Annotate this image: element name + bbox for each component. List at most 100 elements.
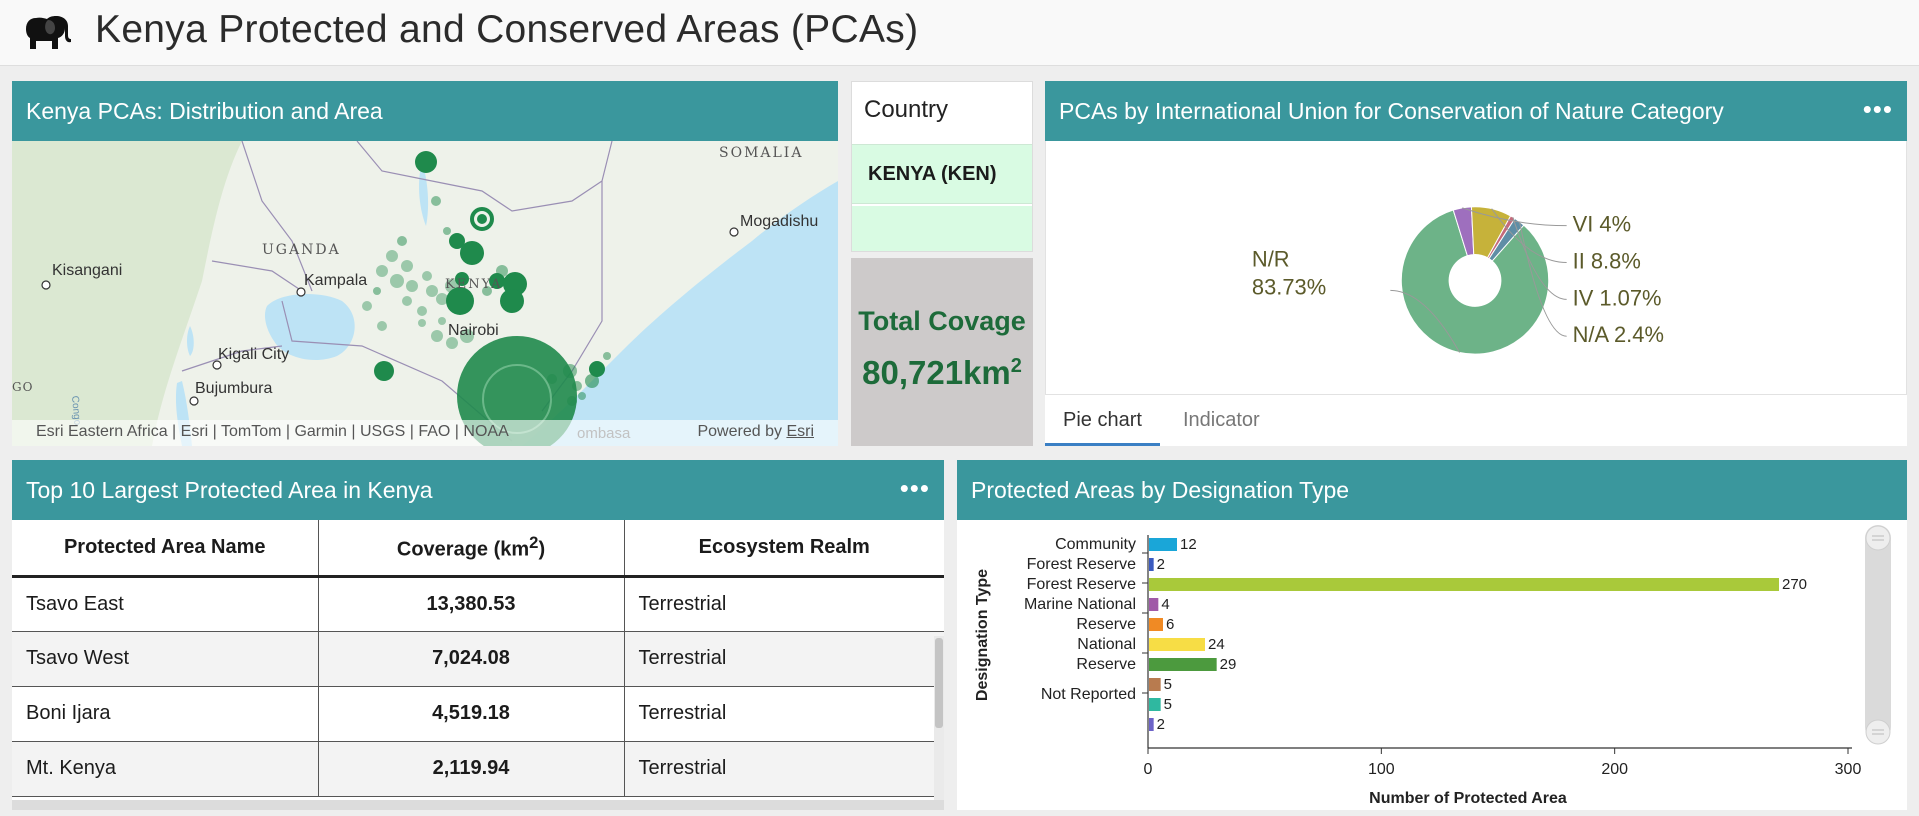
pie-leader-line — [1390, 289, 1460, 353]
pie-leader-line — [1491, 208, 1567, 264]
coverage-header-sup: 2 — [529, 532, 539, 552]
x-tick-label: 300 — [1835, 761, 1862, 778]
designation-bar-chart: Community Forest Reserve Forest Reserve Mar… — [974, 525, 1891, 807]
bar[interactable] — [1149, 718, 1154, 731]
cell-coverage: 13,380.53 — [318, 576, 625, 632]
bar[interactable] — [1149, 678, 1161, 691]
tab-pie-chart[interactable]: Pie chart — [1045, 395, 1160, 446]
pie-label-na: N/A 2.4% — [1573, 322, 1664, 347]
map-label-kigali: Kigali City — [218, 346, 289, 363]
table-panel-header: Top 10 Largest Protected Area in Kenya •… — [12, 460, 944, 520]
tab-indicator[interactable]: Indicator — [1183, 409, 1260, 431]
table-vertical-scrollbar[interactable] — [934, 636, 944, 810]
pie-tabs: Pie chart Indicator — [1045, 395, 1907, 446]
bar[interactable] — [1149, 698, 1161, 711]
table-horizontal-scrollbar[interactable] — [12, 800, 944, 810]
bar[interactable] — [1149, 658, 1217, 671]
total-value-number: 80,721km — [862, 354, 1011, 391]
cell-realm: Terrestrial — [624, 631, 944, 687]
map-label-nairobi: Nairobi — [448, 322, 499, 339]
bar-value-label: 2 — [1157, 556, 1165, 573]
map-label-kampala: Kampala — [304, 272, 367, 289]
y-tick-label: Marine National — [1024, 596, 1136, 613]
map-label-congo: Congo — [69, 395, 83, 426]
column-header-realm[interactable]: Ecosystem Realm — [624, 520, 944, 578]
column-header-name[interactable]: Protected Area Name — [12, 520, 319, 578]
y-tick-label: Community — [1055, 536, 1136, 553]
bar[interactable] — [1149, 578, 1779, 591]
bar[interactable] — [1149, 598, 1159, 611]
table-header-row: Protected Area Name Coverage (km2) Ecosy… — [12, 520, 944, 578]
map-panel-title: Kenya PCAs: Distribution and Area — [12, 81, 838, 141]
bar-value-label: 2 — [1157, 716, 1165, 733]
pie-slice-na[interactable] — [1488, 217, 1525, 262]
map-label-uganda: UGANDA — [262, 242, 341, 258]
table-row[interactable]: Tsavo West 7,024.08 Terrestrial — [12, 631, 944, 687]
bar-value-label: 29 — [1220, 656, 1237, 673]
map-label-somalia: SOMALIA — [719, 145, 803, 161]
bar[interactable] — [1149, 638, 1205, 651]
cell-realm: Terrestrial — [624, 686, 944, 742]
total-value-unit: 2 — [1010, 355, 1022, 377]
table-row[interactable]: Tsavo East 13,380.53 Terrestrial — [12, 576, 944, 632]
pie-label-vi: VI 4% — [1573, 212, 1631, 237]
bar-value-label: 4 — [1161, 596, 1169, 613]
elephant-icon — [26, 16, 71, 49]
more-options-icon[interactable]: ••• — [1862, 94, 1893, 124]
map-panel: Kenya PCAs: Distribution and Area — [12, 81, 838, 446]
bar-value-label: 5 — [1164, 676, 1172, 693]
x-axis-title: Number of Protected Area — [1369, 790, 1567, 807]
slider-handle[interactable] — [1865, 525, 1891, 551]
coverage-header-close: ) — [538, 538, 546, 561]
pie-leader-line — [1518, 221, 1567, 337]
scrollbar-thumb[interactable] — [935, 638, 943, 728]
cell-name: Mt. Kenya — [12, 741, 319, 797]
iucn-pie-chart: N/R83.73% VI 4% II 8.8% IV 1.07% N/A 2.4% — [1045, 141, 1907, 395]
total-label: Total Covage — [858, 306, 1026, 336]
country-item-kenya[interactable]: KENYA (KEN) — [852, 144, 1032, 204]
x-tick-label: 200 — [1601, 761, 1628, 778]
cell-name: Tsavo East — [12, 576, 319, 632]
pie-label-nr: 83.73% — [1252, 274, 1326, 299]
chart-zoom-slider[interactable] — [1865, 525, 1891, 740]
x-tick-label: 100 — [1368, 761, 1395, 778]
app-title: Kenya Protected and Conserved Areas (PCA… — [95, 8, 919, 51]
cell-realm: Terrestrial — [624, 741, 944, 797]
designation-bar-panel: Protected Areas by Designation Type Comm… — [957, 460, 1907, 810]
bar-value-label: 24 — [1208, 636, 1225, 653]
bar-value-label: 6 — [1166, 616, 1174, 633]
bar-panel-title: Protected Areas by Designation Type — [957, 460, 1907, 520]
country-list-empty — [852, 206, 1032, 251]
pie-slice-nr[interactable] — [1400, 209, 1550, 355]
y-tick-label: Reserve — [1076, 616, 1136, 633]
y-tick-label: Forest Reserve — [1027, 576, 1136, 593]
bar[interactable] — [1149, 558, 1154, 571]
table-row[interactable]: Mt. Kenya 2,119.94 Terrestrial — [12, 741, 944, 797]
total-value: 80,721km2 — [851, 354, 1033, 392]
table-row[interactable]: Boni Ijara 4,519.18 Terrestrial — [12, 686, 944, 742]
y-tick-label: National — [1077, 636, 1136, 653]
powered-by-label: Powered by — [697, 423, 782, 440]
bar[interactable] — [1149, 538, 1177, 551]
pie-label-ii: II 8.8% — [1573, 248, 1641, 273]
table-panel-title: Top 10 Largest Protected Area in Kenya — [26, 477, 433, 503]
bar-value-label: 12 — [1180, 536, 1197, 553]
cell-coverage: 2,119.94 — [318, 741, 625, 797]
pie-label-iv: IV 1.07% — [1573, 285, 1662, 310]
bar[interactable] — [1149, 618, 1163, 631]
attribution-text: Esri Eastern Africa | Esri | TomTom | Ga… — [36, 423, 509, 440]
map-label-kenya: KENYA — [445, 277, 503, 292]
cell-realm: Terrestrial — [624, 576, 944, 632]
map-label-bujumbura: Bujumbura — [195, 380, 272, 397]
country-selector: Country KENYA (KEN) — [851, 81, 1033, 252]
esri-link[interactable]: Esri — [786, 423, 814, 440]
table-wrapper: Protected Area Name Coverage (km2) Ecosy… — [12, 520, 944, 810]
cell-coverage: 4,519.18 — [318, 686, 625, 742]
coverage-header-text: Coverage (km — [396, 538, 530, 561]
y-tick-label: Forest Reserve — [1027, 556, 1136, 573]
map-view[interactable]: SOMALIA UGANDA KENYA Kisangani Kampala N… — [12, 141, 838, 446]
more-options-icon[interactable]: ••• — [899, 473, 930, 503]
map-label-kisangani: Kisangani — [52, 262, 122, 279]
column-header-coverage[interactable]: Coverage (km2) — [318, 520, 625, 578]
slider-handle[interactable] — [1865, 719, 1891, 745]
